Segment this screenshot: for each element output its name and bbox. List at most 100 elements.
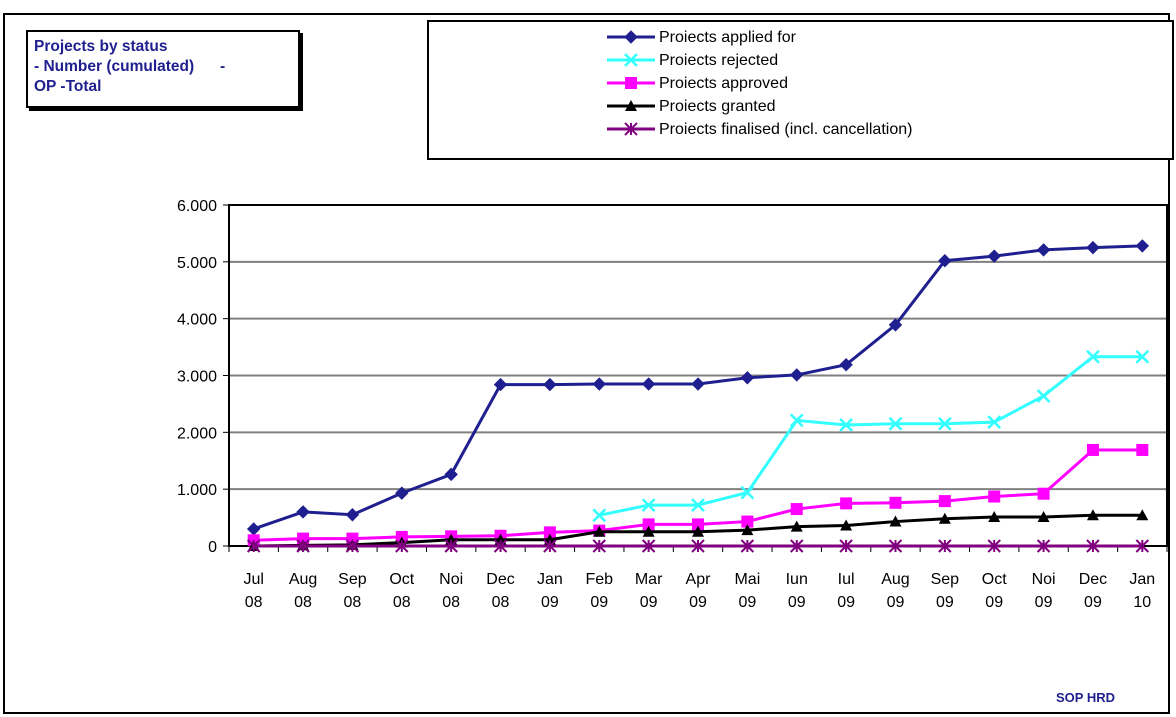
x-tick-label: 08	[294, 594, 312, 611]
x-tick-label: Iun	[786, 571, 808, 588]
data-point-approved	[543, 526, 556, 539]
data-point-approved	[988, 490, 1001, 503]
legend-label: Proiects applied for	[659, 29, 797, 46]
legend-marker	[624, 122, 638, 136]
data-point-applied	[839, 357, 853, 372]
data-point-applied	[246, 522, 261, 536]
data-point-applied	[1036, 243, 1051, 257]
x-tick-label: Feb	[585, 571, 613, 588]
x-tick-label: Aug	[881, 571, 909, 588]
data-point-finalised	[839, 539, 853, 553]
data-point-finalised	[790, 539, 804, 553]
x-tick-label: 09	[936, 594, 954, 611]
legend-marker	[625, 77, 637, 89]
data-point-finalised	[246, 539, 261, 553]
x-tick-label: Apr	[686, 571, 712, 588]
source-label: SOP HRD	[1056, 690, 1115, 705]
legend-marker	[624, 53, 638, 67]
x-tick-label: 10	[1133, 594, 1151, 611]
legend-entry-approved: Proiects approved	[607, 75, 788, 92]
legend-box	[427, 20, 1174, 160]
x-tick-label: Jul	[243, 571, 263, 588]
x-tick-label: 08	[492, 594, 510, 611]
data-point-approved	[790, 503, 803, 516]
data-point-applied	[691, 377, 705, 391]
data-point-granted	[938, 512, 951, 524]
y-tick-label: 6.000	[177, 198, 217, 215]
data-point-approved	[1086, 443, 1099, 456]
legend-entry-finalised: Proiects finalised (incl. cancellation)	[607, 121, 912, 138]
data-point-rejected	[1135, 349, 1150, 364]
data-point-rejected	[1086, 349, 1100, 364]
y-tick-label: 1.000	[177, 482, 217, 499]
chart-title-line-1: Projects by status	[34, 38, 168, 55]
x-tick-label: 08	[344, 594, 362, 611]
legend-label: Proiects granted	[659, 98, 776, 115]
series-line-rejected	[598, 355, 1143, 517]
data-point-rejected	[789, 413, 804, 428]
data-point-applied	[493, 377, 508, 392]
data-point-rejected	[1036, 389, 1051, 403]
data-point-applied	[296, 505, 310, 519]
series-rejected	[592, 349, 1150, 523]
legend-label: Proiects finalised (incl. cancellation)	[659, 121, 912, 138]
data-point-approved	[840, 497, 853, 510]
series-applied	[246, 239, 1150, 536]
y-tick-label: 3.000	[177, 369, 217, 386]
data-point-rejected	[641, 498, 656, 512]
series-finalised	[246, 539, 1150, 553]
data-point-approved	[938, 495, 951, 508]
legend-label: Proiects rejected	[659, 52, 778, 69]
x-tick-label: Oct	[982, 571, 1007, 588]
data-point-applied	[987, 249, 1001, 263]
data-point-approved	[642, 518, 655, 531]
series-lines	[246, 239, 1150, 553]
x-tick-label: 09	[1035, 594, 1053, 611]
data-point-applied	[345, 508, 360, 522]
data-point-applied	[641, 377, 656, 391]
legend-label: Proiects approved	[659, 75, 788, 92]
data-point-granted	[692, 525, 704, 537]
legend-entry-rejected: Proiects rejected	[607, 52, 778, 69]
data-point-finalised	[740, 539, 755, 553]
data-point-approved	[692, 518, 704, 531]
legend-entries: Proiects applied for Proiects rejected Pro…	[607, 29, 912, 138]
data-point-applied	[790, 368, 804, 382]
legend-marker	[625, 100, 637, 111]
y-tick-label: 0	[208, 539, 217, 556]
grid-lines	[229, 260, 1167, 491]
data-point-applied	[543, 377, 557, 392]
x-tick-label: 09	[887, 594, 905, 611]
legend-entry-granted: Proiects granted	[607, 98, 776, 115]
data-point-applied	[444, 467, 458, 482]
x-tick-label: 09	[541, 594, 559, 611]
y-tick-label: 4.000	[177, 312, 217, 329]
data-point-applied	[395, 486, 409, 500]
data-point-approved	[1136, 443, 1149, 456]
x-tick-label: Aug	[289, 571, 317, 588]
x-tick-label: Mai	[734, 571, 760, 588]
chart-title-box: Projects by status - Number (cumulated) …	[26, 30, 300, 108]
x-tick-label: Dec	[486, 571, 514, 588]
x-tick-label: Jan	[1129, 571, 1155, 588]
x-tick-label: 09	[590, 594, 608, 611]
x-tick-label: 09	[1084, 594, 1102, 611]
data-point-finalised	[1036, 539, 1051, 553]
data-point-finalised	[938, 539, 952, 553]
data-point-approved	[741, 515, 754, 528]
data-point-applied	[1086, 240, 1100, 255]
data-point-finalised	[543, 539, 557, 553]
data-point-finalised	[395, 539, 409, 553]
x-tick-label: Mar	[635, 571, 663, 588]
y-axis-ticks: 0 1.000 2.000 3.000 4.000 5.000 6.000	[177, 198, 229, 556]
data-point-finalised	[691, 539, 705, 553]
x-tick-label: Noi	[1032, 571, 1056, 588]
x-tick-label: 09	[689, 594, 707, 611]
data-point-rejected	[740, 485, 755, 500]
y-tick-label: 2.000	[177, 425, 217, 442]
data-point-rejected	[592, 508, 607, 523]
data-point-finalised	[345, 539, 360, 553]
x-tick-label: 08	[245, 594, 263, 611]
data-point-granted	[988, 511, 1001, 523]
